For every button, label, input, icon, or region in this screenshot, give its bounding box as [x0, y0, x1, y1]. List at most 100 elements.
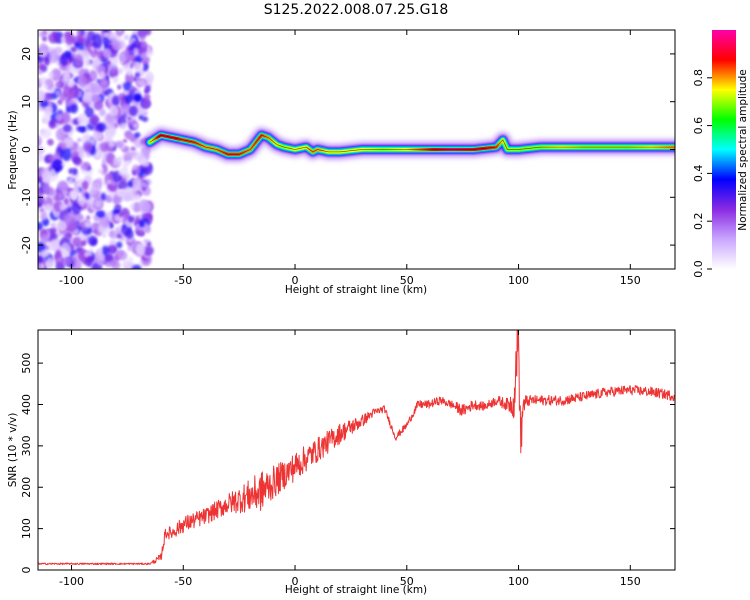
- noise-speckle: [134, 61, 141, 70]
- snr-frame: [37, 329, 676, 571]
- noise-speckle: [116, 233, 123, 239]
- noise-speckle: [113, 116, 118, 121]
- colorbar-tick-label: 0.0: [692, 260, 705, 278]
- x-tick-label: 150: [620, 575, 641, 588]
- colorbar-gradient: [712, 30, 736, 269]
- noise-speckle: [94, 217, 99, 222]
- noise-speckle: [39, 249, 50, 258]
- noise-speckle: [134, 72, 140, 78]
- noise-speckle: [61, 255, 73, 267]
- noise-speckle: [91, 51, 97, 59]
- noise-speckle: [108, 229, 116, 239]
- noise-speckle: [111, 181, 116, 186]
- noise-speckle: [142, 160, 150, 168]
- spectrogram-x-axis-label: Height of straight line (km): [285, 284, 427, 296]
- noise-speckle: [48, 49, 59, 64]
- noise-speckle: [142, 245, 154, 256]
- snr-y-ticks: 0 100 200 300 400 500: [20, 353, 675, 574]
- colorbar-tick-label: 0.8: [692, 69, 705, 87]
- noise-speckle: [103, 253, 114, 262]
- noise-speckle: [80, 125, 87, 132]
- noise-speckle: [101, 245, 109, 256]
- noise-speckle: [71, 53, 76, 58]
- snr-series: [38, 330, 675, 566]
- noise-speckle: [61, 162, 67, 167]
- spectrogram-y-axis-label: Frequency (Hz): [7, 110, 19, 189]
- noise-speckle: [96, 122, 107, 132]
- noise-speckle: [48, 71, 55, 79]
- noise-speckle: [70, 46, 77, 53]
- noise-speckle: [96, 248, 103, 255]
- x-tick-label: -50: [174, 274, 192, 287]
- noise-speckle: [59, 55, 68, 66]
- noise-speckle: [38, 138, 41, 145]
- x-tick-label: 100: [508, 274, 529, 287]
- noise-speckle: [55, 90, 61, 96]
- noise-speckle: [38, 69, 43, 75]
- noise-speckle: [98, 108, 106, 117]
- noise-speckle: [61, 142, 67, 151]
- noise-speckle: [109, 105, 119, 117]
- noise-speckle: [62, 124, 72, 133]
- noise-speckle: [132, 177, 142, 188]
- noise-speckle: [92, 130, 103, 140]
- noise-speckle: [119, 122, 128, 130]
- noise-speckle: [90, 74, 96, 81]
- noise-speckle: [138, 115, 144, 121]
- noise-speckle: [116, 189, 126, 198]
- noise-speckle: [129, 203, 135, 210]
- noise-speckle: [77, 75, 88, 87]
- colorbar-tick-label: 0.6: [692, 117, 705, 135]
- noise-speckle: [38, 254, 44, 263]
- noise-speckle: [64, 231, 73, 239]
- noise-speckle: [78, 221, 85, 228]
- noise-speckle: [97, 168, 103, 174]
- noise-speckle: [55, 81, 62, 88]
- noise-speckle: [125, 173, 131, 180]
- noise-speckle: [117, 224, 123, 231]
- noise-speckle: [111, 40, 122, 51]
- x-tick-label: 50: [400, 575, 414, 588]
- noise-speckle: [38, 182, 42, 189]
- noise-speckle: [139, 221, 145, 228]
- noise-speckle: [123, 150, 134, 160]
- noise-speckle: [141, 98, 151, 109]
- noise-speckle: [69, 84, 80, 98]
- noise-speckle: [105, 75, 110, 81]
- noise-speckle: [45, 106, 54, 116]
- noise-speckle: [97, 225, 105, 234]
- noise-speckle: [86, 255, 95, 264]
- noise-speckle: [61, 37, 66, 44]
- noise-speckle: [117, 30, 123, 33]
- noise-speckle: [100, 79, 108, 87]
- colorbar-ticks: 0.0 0.2 0.4 0.6 0.8: [692, 69, 712, 278]
- noise-speckle: [77, 113, 88, 126]
- noise-speckle: [124, 62, 131, 69]
- noise-speckle: [126, 118, 133, 127]
- noise-speckle: [41, 182, 50, 193]
- spectrogram-ridge: [139, 125, 675, 165]
- noise-speckle: [126, 159, 132, 166]
- noise-speckle: [61, 147, 72, 161]
- noise-speckle: [89, 248, 94, 252]
- noise-speckle: [69, 218, 78, 230]
- noise-speckle: [67, 79, 76, 88]
- noise-speckle: [134, 132, 141, 138]
- noise-speckle: [133, 47, 139, 54]
- noise-speckle: [128, 105, 138, 117]
- noise-speckle: [38, 145, 45, 155]
- noise-speckle: [142, 66, 148, 72]
- y-tick-label: 300: [20, 435, 33, 456]
- x-tick-label: 0: [292, 575, 299, 588]
- snr-y-axis-label: SNR (10 * v/v): [7, 413, 19, 488]
- noise-speckle: [119, 103, 131, 117]
- colorbar-label: Normalized spectral amplitude: [737, 69, 749, 230]
- x-tick-label: -50: [174, 575, 192, 588]
- x-tick-label: -100: [59, 274, 84, 287]
- noise-speckle: [129, 85, 135, 91]
- noise-speckle: [96, 177, 103, 185]
- colorbar-tick-label: 0.4: [692, 165, 705, 183]
- noise-speckle: [91, 33, 103, 49]
- noise-speckle: [84, 192, 91, 200]
